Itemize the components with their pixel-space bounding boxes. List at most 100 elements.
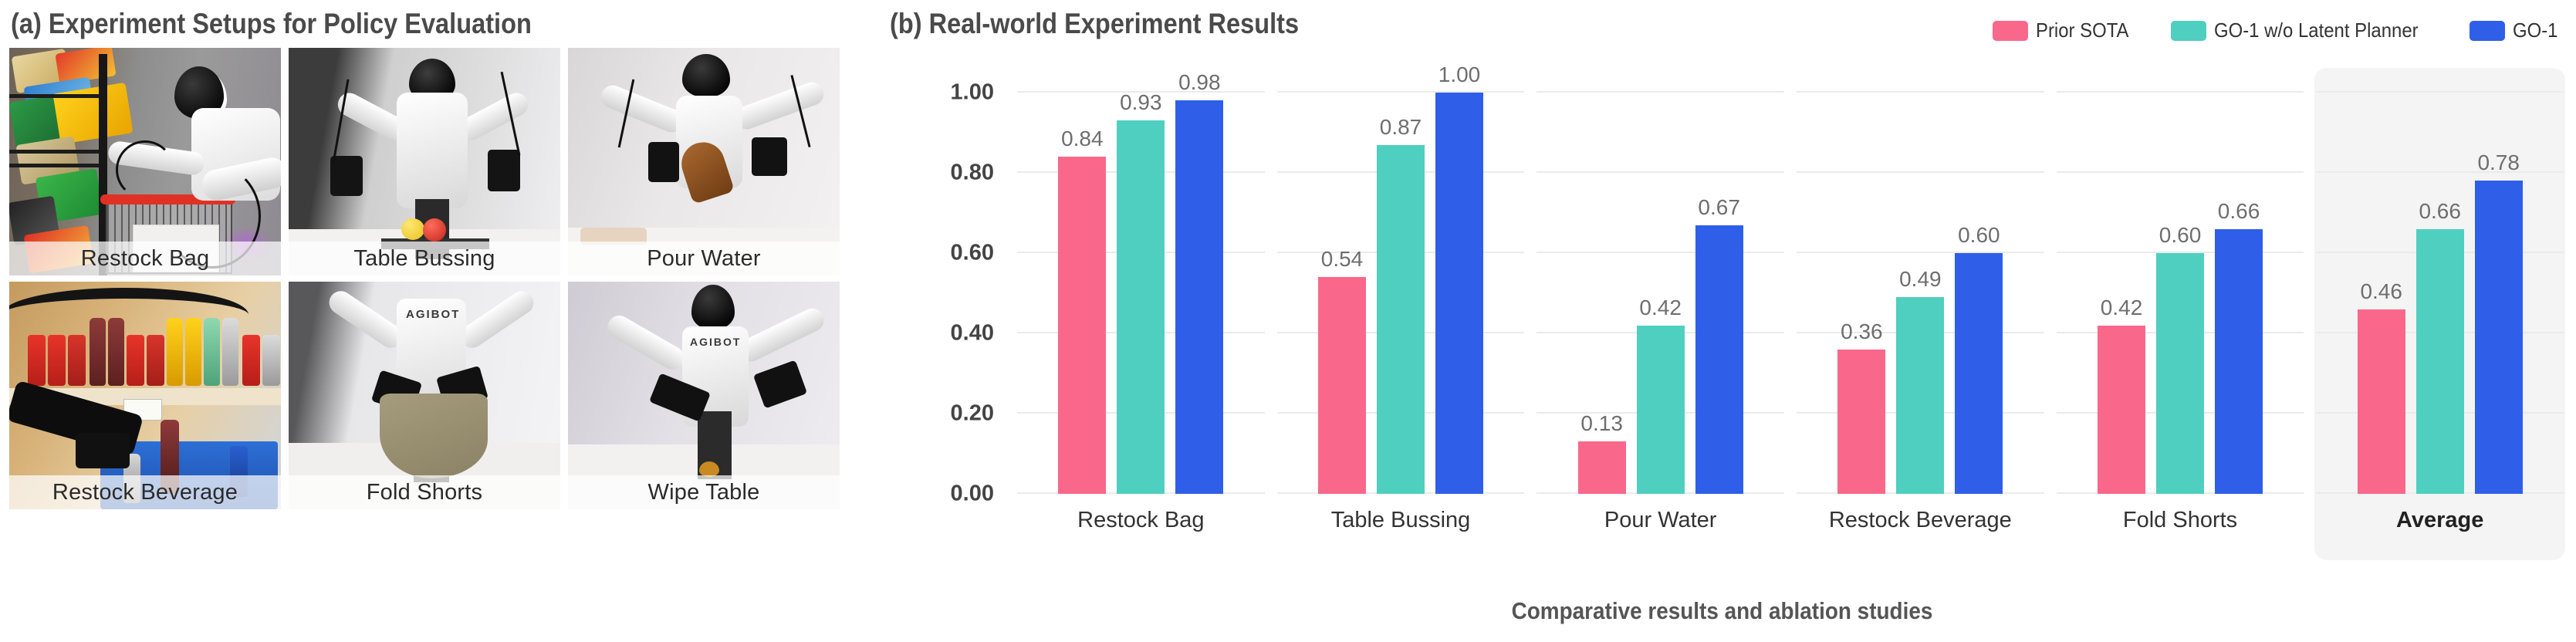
results-panel: (b) Real-world Experiment Results Prior … [868,0,2576,642]
figure-caption: Comparative results and ablation studies [1511,597,1933,624]
setup-tile-pour-water[interactable]: Pour Water [568,48,840,275]
legend-label: GO-1 w/o Latent Planner [2213,19,2419,42]
setup-tile-restock-beverage[interactable]: Restock Beverage [9,282,281,509]
bar-prior-sota[interactable]: 0.42 [2098,296,2146,494]
bar-group-table-bussing[interactable]: 0.54 0.87 1.00 Table Bussing [1271,63,1531,532]
y-axis-tick-0.80: 0.80 [950,160,994,185]
bar-go-1-w-o-latent-planner[interactable]: 0.87 [1377,115,1425,494]
bar-value-label: 0.66 [2217,198,2260,223]
y-axis-tick-0.40: 0.40 [950,320,994,346]
setup-tile-wipe-table[interactable]: AGIBOT Wipe Table [568,282,840,509]
bar-rect [1117,120,1165,494]
bar-rect [1837,349,1886,494]
bar-go-1[interactable]: 0.78 [2474,150,2523,494]
x-axis-label: Restock Bag [1077,508,1205,532]
robot-logo: AGIBOT [690,336,742,348]
bar-go-1[interactable]: 0.60 [1955,223,2003,494]
gridline-0.80 [1797,171,2044,173]
bar-value-label: 0.36 [1841,319,1883,343]
bar-rect [2215,228,2263,494]
bar-rect [1377,144,1425,494]
bars-container: 0.84 0.93 0.98 [1011,70,1271,494]
legend-swatch-icon [2470,20,2506,41]
bar-go-1[interactable]: 0.66 [2215,199,2263,494]
bar-value-label: 0.49 [1899,267,1942,292]
bar-value-label: 1.00 [1438,63,1481,86]
y-axis-tick-1.00: 1.00 [950,79,994,105]
bars-container: 0.46 0.66 0.78 [2310,93,2570,494]
gridline-0.80 [2316,171,2564,173]
y-axis-tick-0.00: 0.00 [950,481,994,506]
gridline-1.00 [2316,91,2564,93]
bar-prior-sota[interactable]: 0.46 [2357,279,2405,494]
bar-prior-sota[interactable]: 0.54 [1318,247,1366,494]
bar-rect [1636,325,1685,494]
bar-prior-sota[interactable]: 0.84 [1058,127,1107,494]
x-axis-label: Restock Beverage [1828,508,2012,532]
setup-tile-table-bussing[interactable]: Table Bussing [289,48,560,275]
gridline-0.60 [1536,252,1785,253]
gridline-0.80 [2056,171,2304,173]
tile-caption: Restock Bag [9,242,281,275]
bar-rect [1435,93,1483,494]
bar-group-restock-beverage[interactable]: 0.36 0.49 0.60 Restock Beverage [1790,91,2050,532]
gridline-0.80 [1536,171,1785,173]
bar-group-pour-water[interactable]: 0.13 0.42 0.67 Pour Water [1530,91,1790,532]
y-axis-tick-0.60: 0.60 [950,240,994,265]
bar-rect [1577,441,1626,494]
bar-value-label: 0.93 [1120,90,1162,115]
bar-go-1-w-o-latent-planner[interactable]: 0.49 [1896,267,1945,494]
gridline-1.00 [1017,91,1265,93]
gridline-1.00 [1797,91,2044,93]
bar-prior-sota[interactable]: 0.36 [1837,319,1886,494]
robot-logo: AGIBOT [406,308,461,321]
legend-swatch-icon [2170,20,2206,41]
bar-go-1-w-o-latent-planner[interactable]: 0.60 [2156,223,2205,494]
legend-label: Prior SOTA [2035,19,2129,42]
bar-value-label: 0.46 [2360,279,2402,303]
experiment-setups-panel: (a) Experiment Setups for Policy Evaluat… [0,0,868,586]
bar-go-1-w-o-latent-planner[interactable]: 0.93 [1117,90,1165,494]
gridline-1.00 [2056,91,2304,93]
legend-item-0[interactable]: Prior SOTA [1992,19,2137,42]
y-axis-tick-0.20: 0.20 [950,400,994,426]
bar-chart: 0.84 0.93 0.98 Restock Bag 0.54 0.87 1.00 Table… [868,63,2576,560]
bar-group-fold-shorts[interactable]: 0.42 0.60 0.66 Fold Shorts [2050,91,2311,532]
bar-go-1[interactable]: 0.67 [1695,195,1743,494]
setup-tile-fold-shorts[interactable]: AGIBOT Fold Shorts [289,282,560,509]
bar-rect [2415,228,2464,494]
legend-item-1[interactable]: GO-1 w/o Latent Planner [2170,19,2436,42]
setup-tile-restock-bag[interactable]: Restock Bag [9,48,281,275]
bar-group-average[interactable]: 0.46 0.66 0.78 Average [2310,68,2570,560]
bar-go-1-w-o-latent-planner[interactable]: 0.42 [1636,296,1685,494]
bar-value-label: 0.60 [2158,223,2202,247]
bar-rect [1955,253,2003,494]
bar-value-label: 0.42 [2100,295,2143,319]
bar-value-label: 0.84 [1061,127,1104,151]
bar-value-label: 0.87 [1379,114,1422,139]
legend-item-2[interactable]: GO-1 [2470,19,2562,42]
bars-container: 0.13 0.42 0.67 [1530,93,1790,494]
bar-rect [1175,100,1224,494]
bar-value-label: 0.98 [1178,70,1221,95]
tile-caption: Restock Beverage [9,475,281,509]
bar-go-1[interactable]: 1.00 [1435,63,1483,494]
bar-rect [1695,225,1743,494]
x-axis-label: Fold Shorts [2122,508,2238,532]
bar-rect [2156,253,2205,494]
bar-go-1-w-o-latent-planner[interactable]: 0.66 [2415,199,2464,494]
bar-go-1[interactable]: 0.98 [1175,70,1224,494]
tile-caption: Table Bussing [289,242,560,275]
bar-prior-sota[interactable]: 0.13 [1577,411,1626,494]
legend-swatch-icon [1992,20,2028,41]
bar-groups: 0.84 0.93 0.98 Restock Bag 0.54 0.87 1.00 Table… [1011,63,2570,560]
tile-caption: Wipe Table [568,475,840,509]
bar-rect [1318,277,1366,494]
bar-group-restock-bag[interactable]: 0.84 0.93 0.98 Restock Bag [1011,70,1271,532]
bar-value-label: 0.66 [2419,198,2461,223]
plot-area: 0.84 0.93 0.98 Restock Bag 0.54 0.87 1.00 Table… [951,63,2570,560]
bar-rect [2474,181,2523,494]
panel-a-title: (a) Experiment Setups for Policy Evaluat… [11,8,532,39]
gridline-0.60 [2056,252,2304,253]
bar-value-label: 0.42 [1639,295,1682,319]
